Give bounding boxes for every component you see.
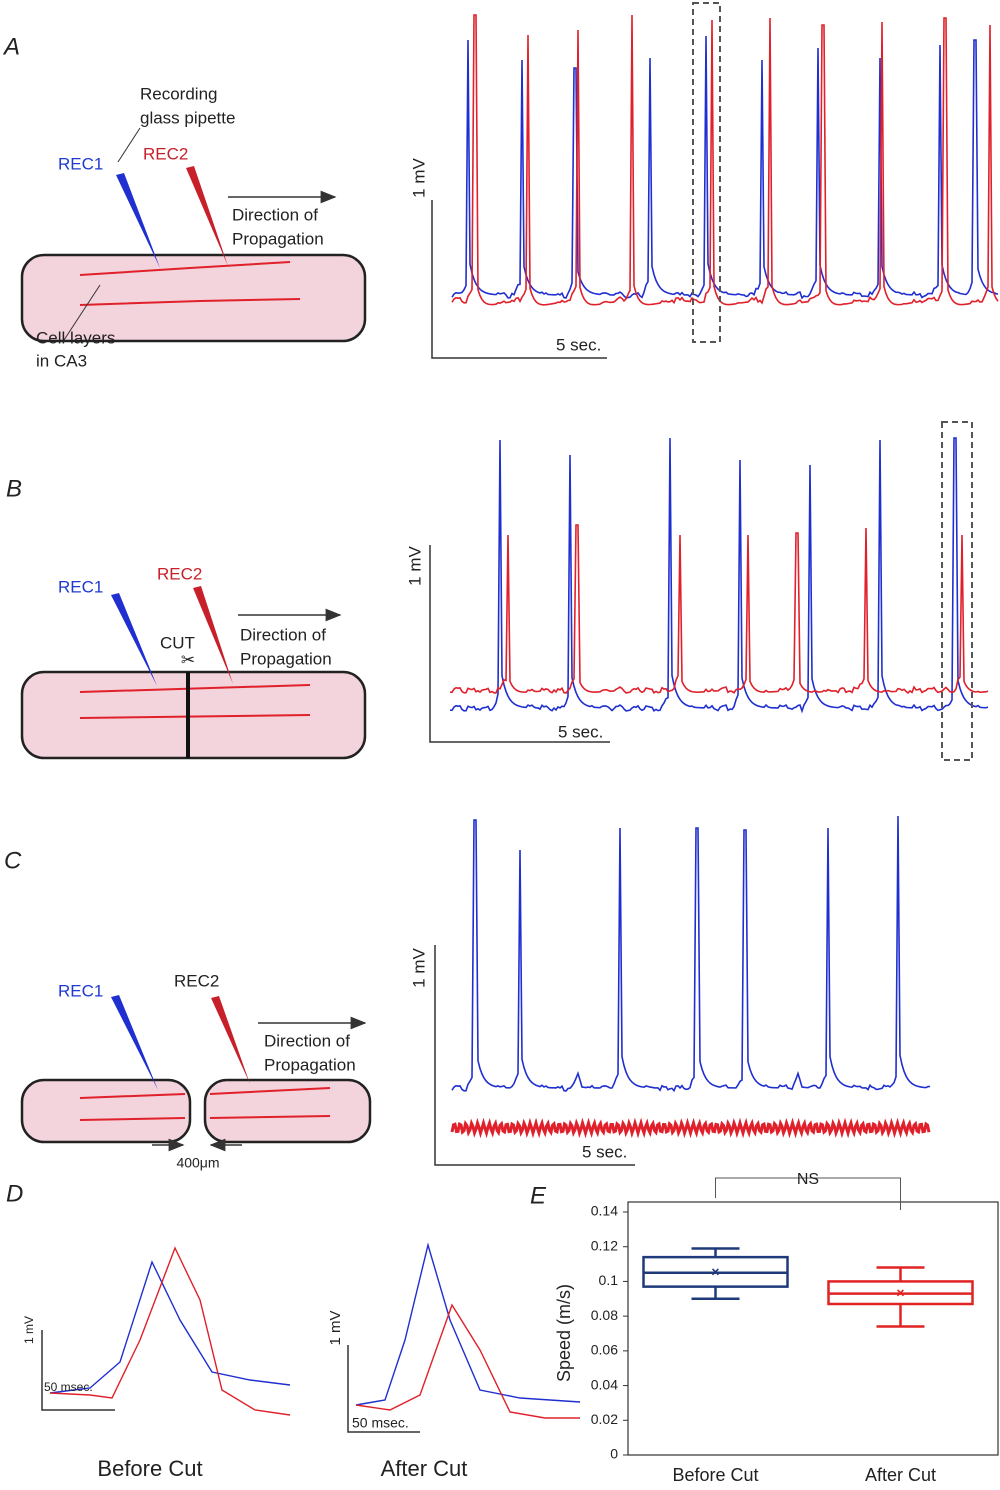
scale-t: 5 sec. [556, 335, 601, 354]
x-tick-label: After Cut [865, 1465, 936, 1485]
y-tick-label: 0.08 [591, 1307, 618, 1323]
trace [450, 1117, 931, 1139]
scale-v: 1 mV [409, 948, 428, 988]
y-tick-label: 0.12 [591, 1237, 618, 1253]
rec2: REC2 [174, 971, 219, 990]
trace [117, 127, 141, 163]
caption: Before Cut [97, 1456, 202, 1481]
slice [20, 253, 367, 343]
scale-v: 1 mV [409, 158, 428, 198]
mean-marker: × [711, 1263, 719, 1279]
cell-layer [79, 1093, 186, 1099]
cell-layer [79, 261, 291, 276]
trace [355, 1242, 581, 1406]
plot-frame [627, 1201, 999, 1456]
y-tick-label: 0.14 [591, 1203, 618, 1219]
cell-layer [79, 714, 311, 719]
scale-bar [429, 545, 610, 743]
y-tick-label: 0.02 [591, 1411, 618, 1427]
trace [451, 815, 931, 1093]
rec2: REC2 [157, 564, 202, 583]
cut: CUT [160, 633, 195, 652]
trace [449, 524, 989, 695]
scale-t: 50 msec. [44, 1380, 93, 1394]
panel-label: D [6, 1180, 23, 1207]
scale-bar [431, 200, 607, 359]
cell-layer [209, 1115, 331, 1119]
layout: ✂ [20, 2, 999, 1433]
panel-label: B [6, 475, 22, 502]
caption: After Cut [381, 1456, 468, 1481]
pipette [116, 173, 160, 268]
scale-bar [41, 1330, 115, 1411]
rec1: REC1 [58, 154, 103, 173]
highlight [941, 421, 973, 761]
trace [49, 1260, 291, 1394]
scale-bar [434, 945, 635, 1166]
trace [49, 1246, 291, 1416]
scale-v: 1 mV [22, 1316, 36, 1344]
scale-t: 5 sec. [582, 1142, 627, 1161]
cell-layer [79, 684, 311, 693]
scale-v: 1 mV [327, 1310, 344, 1345]
direction: Direction of [264, 1031, 350, 1050]
rec2: REC2 [143, 144, 188, 163]
highlight [692, 2, 721, 343]
scale-v: 1 mV [405, 546, 424, 586]
scale-t: 5 sec. [558, 722, 603, 741]
y-tick-label: 0.06 [591, 1342, 618, 1358]
slice [20, 670, 367, 760]
direction: Propagation [240, 649, 332, 668]
pipette [111, 995, 158, 1090]
significance-bracket [715, 1177, 901, 1210]
direction: Propagation [264, 1055, 356, 1074]
gap: 400μm [176, 1155, 219, 1171]
mean-marker: × [896, 1284, 904, 1300]
direction: Direction of [232, 205, 318, 224]
cell-layer [209, 1087, 331, 1095]
annotation: NS [797, 1171, 819, 1188]
trace [449, 437, 989, 714]
scale-t: 50 msec. [352, 1415, 409, 1431]
note: glass pipette [140, 108, 235, 127]
trace [451, 35, 999, 300]
note: Recording [140, 84, 218, 103]
x-tick-label: Before Cut [672, 1465, 758, 1485]
y-tick-label: 0 [610, 1446, 618, 1462]
rec1: REC1 [58, 981, 103, 1000]
pipette [193, 586, 233, 684]
pipette [211, 996, 250, 1084]
rec1: REC1 [58, 577, 103, 596]
scale-bar [347, 1345, 420, 1433]
cell-layer [79, 298, 301, 306]
pipette [186, 166, 228, 266]
panel-label: E [530, 1182, 547, 1209]
cell-layer [79, 1117, 186, 1121]
panel-label: A [2, 33, 20, 60]
layers: Cell layers [36, 328, 115, 347]
slice [20, 1078, 192, 1144]
trace [63, 284, 101, 341]
direction: Direction of [240, 625, 326, 644]
direction: Propagation [232, 229, 324, 248]
pipette [111, 593, 157, 686]
slice [203, 1078, 372, 1144]
trace [451, 14, 999, 306]
y-tick-label: 0.1 [599, 1272, 619, 1288]
y-tick-label: 0.04 [591, 1376, 618, 1392]
layers: in CA3 [36, 351, 87, 370]
panel-label: C [4, 847, 22, 874]
scissors: ✂ [181, 650, 195, 669]
y-axis-label: Speed (m/s) [554, 1284, 574, 1382]
trace [355, 1303, 580, 1419]
